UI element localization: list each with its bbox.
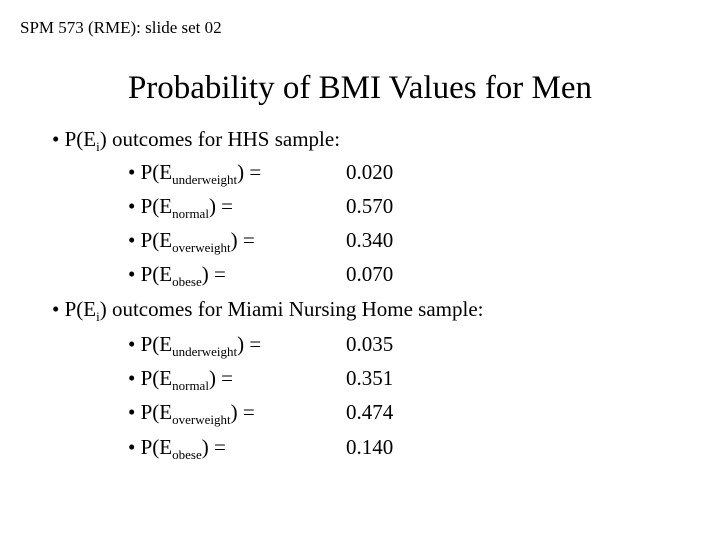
item-suffix: ) =: [230, 228, 255, 252]
list-item: • P(Enormal) =: [128, 361, 233, 395]
section-heading-miami: • P(Ei) outcomes for Miami Nursing Home …: [52, 292, 484, 326]
list-item: • P(Enormal) =: [128, 189, 233, 223]
probability-value: 0.570: [346, 194, 394, 218]
item-suffix: ) =: [237, 332, 262, 356]
item-suffix: ) =: [230, 400, 255, 424]
list-item: • P(Eunderweight) =: [128, 327, 261, 361]
probability-value: 0.474: [346, 400, 394, 424]
heading-prefix: • P(E: [52, 297, 97, 321]
heading-suffix: ) outcomes for Miami Nursing Home sample…: [99, 297, 484, 321]
item-suffix: ) =: [201, 262, 226, 286]
probability-value: 0.140: [346, 435, 394, 459]
item-subscript: overweight: [172, 240, 231, 255]
item-prefix: • P(E: [128, 435, 173, 459]
probability-value: 0.351: [346, 366, 394, 390]
item-prefix: • P(E: [128, 262, 173, 286]
item-subscript: obese: [172, 447, 202, 462]
probability-value: 0.340: [346, 228, 394, 252]
item-subscript: obese: [172, 274, 202, 289]
heading-suffix: ) outcomes for HHS sample:: [99, 127, 341, 151]
heading-subscript: i: [96, 139, 100, 154]
probability-value: 0.070: [346, 262, 394, 286]
item-subscript: underweight: [172, 172, 238, 187]
probability-value: 0.035: [346, 332, 394, 356]
item-subscript: normal: [172, 206, 209, 221]
list-item: • P(Eunderweight) =: [128, 155, 261, 189]
list-item: • P(Eoverweight) =: [128, 395, 255, 429]
item-prefix: • P(E: [128, 366, 173, 390]
item-subscript: overweight: [172, 412, 231, 427]
item-suffix: ) =: [237, 160, 262, 184]
item-suffix: ) =: [208, 194, 234, 218]
slide-header: SPM 573 (RME): slide set 02: [20, 18, 222, 37]
item-prefix: • P(E: [128, 332, 173, 356]
item-prefix: • P(E: [128, 228, 173, 252]
item-prefix: • P(E: [128, 194, 173, 218]
list-item: • P(Eobese) =: [128, 430, 226, 464]
item-prefix: • P(E: [128, 160, 173, 184]
item-prefix: • P(E: [128, 400, 173, 424]
heading-prefix: • P(E: [52, 127, 97, 151]
item-suffix: ) =: [208, 366, 234, 390]
probability-value: 0.020: [346, 160, 394, 184]
item-subscript: underweight: [172, 344, 238, 359]
list-item: • P(Eobese) =: [128, 257, 226, 291]
item-suffix: ) =: [201, 435, 226, 459]
heading-subscript: i: [96, 309, 100, 324]
item-subscript: normal: [172, 378, 209, 393]
list-item: • P(Eoverweight) =: [128, 223, 255, 257]
section-heading-hhs: • P(Ei) outcomes for HHS sample:: [52, 122, 340, 156]
slide-title: Probability of BMI Values for Men: [127, 70, 593, 106]
